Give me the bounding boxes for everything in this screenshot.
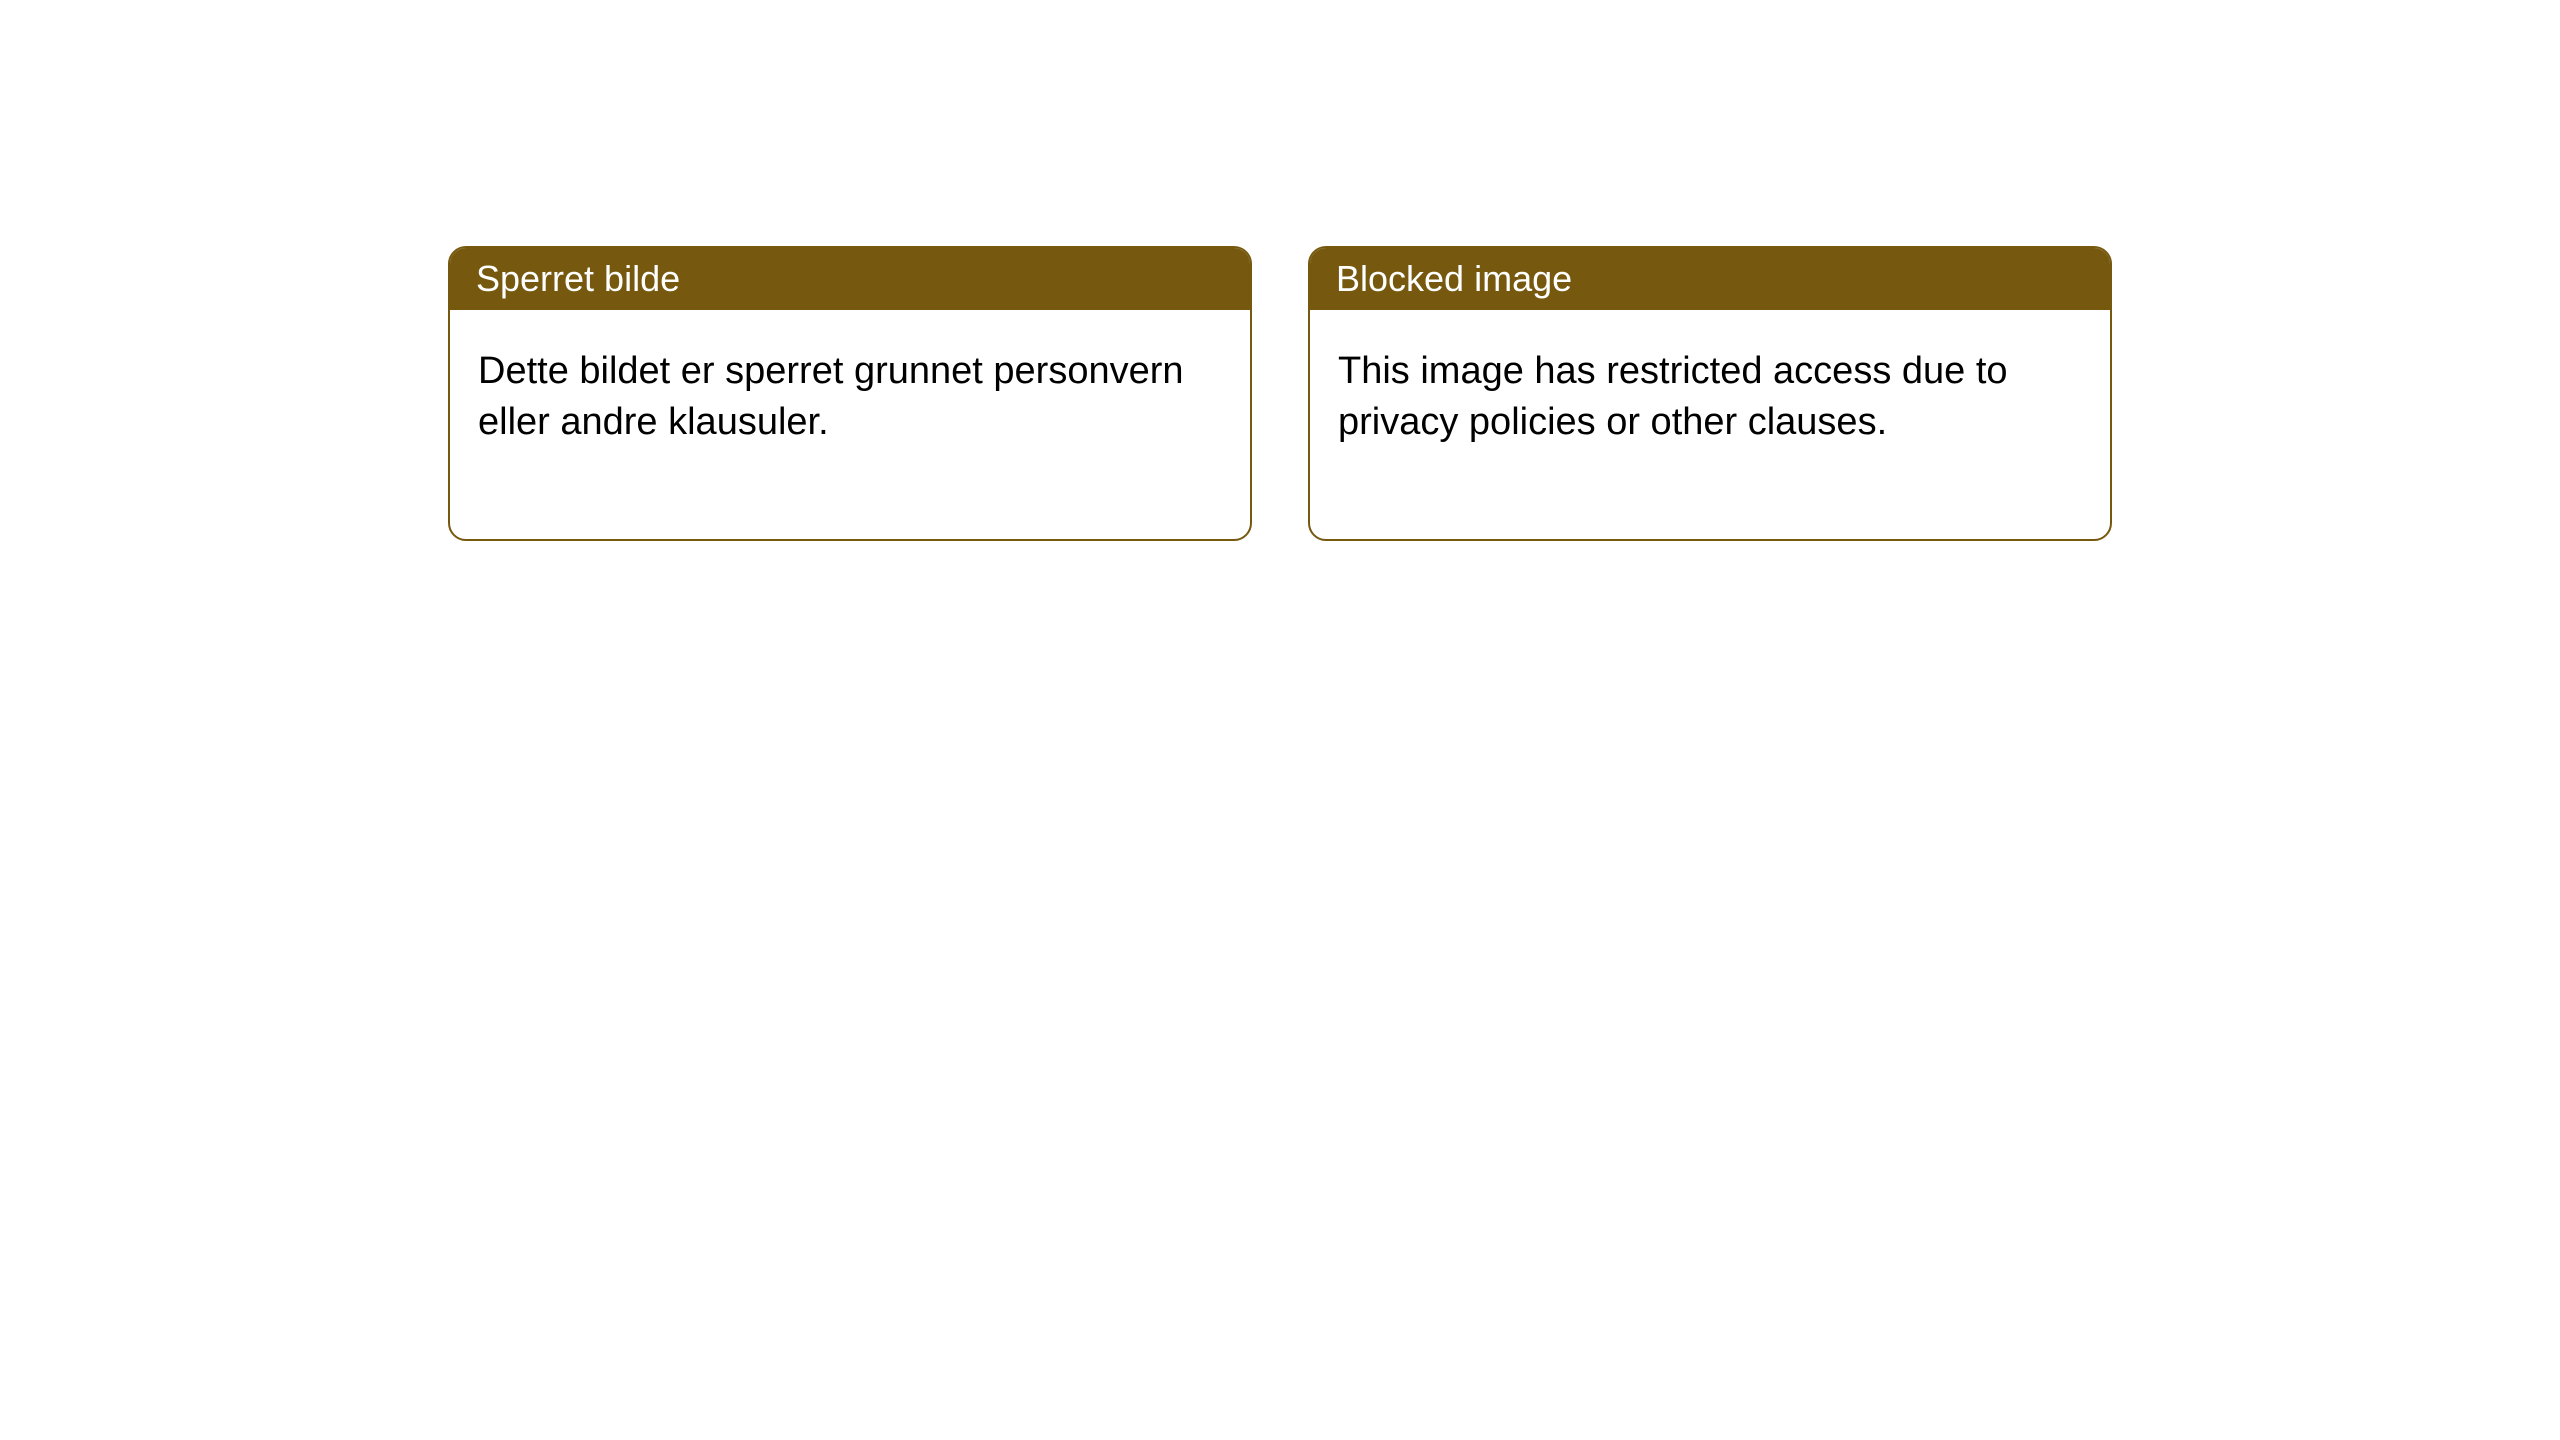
card-body: Dette bildet er sperret grunnet personve… — [450, 310, 1250, 539]
card-title: Blocked image — [1336, 258, 1572, 299]
card-body-text: Dette bildet er sperret grunnet personve… — [478, 350, 1184, 443]
card-body: This image has restricted access due to … — [1310, 310, 2110, 539]
card-title: Sperret bilde — [476, 258, 680, 299]
notice-card-english: Blocked image This image has restricted … — [1308, 246, 2112, 541]
notice-container: Sperret bilde Dette bildet er sperret gr… — [0, 0, 2560, 541]
card-header: Sperret bilde — [450, 248, 1250, 310]
card-header: Blocked image — [1310, 248, 2110, 310]
notice-card-norwegian: Sperret bilde Dette bildet er sperret gr… — [448, 246, 1252, 541]
card-body-text: This image has restricted access due to … — [1338, 350, 2008, 443]
